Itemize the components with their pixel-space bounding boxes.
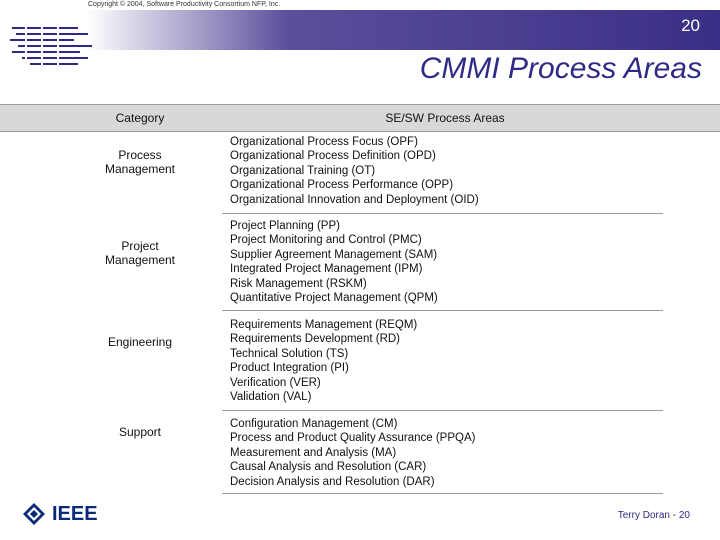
process-area-item: Configuration Management (CM)	[230, 418, 398, 430]
process-area-item: Quantitative Project Management (QPM)	[230, 292, 438, 305]
category-project-management: Project Management	[60, 239, 220, 267]
process-area-item: Project Planning (PP)	[230, 220, 340, 232]
ieee-logo-text: IEEE	[52, 502, 98, 525]
row-divider	[222, 493, 663, 494]
slide-number: 20	[681, 16, 700, 35]
process-area-item: Organizational Process Performance (OPP)	[230, 179, 454, 192]
title-banner	[0, 10, 720, 50]
table-header-row: Category SE/SW Process Areas	[0, 104, 720, 132]
footer-logo: IEEE	[22, 502, 98, 526]
copyright-notice: Copyright © 2004, Software Productivity …	[88, 1, 281, 8]
process-area-item: Decision Analysis and Resolution (DAR)	[230, 475, 435, 488]
process-area-item: Requirements Development (RD)	[230, 333, 401, 346]
process-area-item: Organizational Training (OT)	[230, 164, 376, 177]
process-area-item: Risk Management (RSKM)	[230, 277, 367, 290]
process-area-item: Organizational Innovation and Deployment…	[230, 193, 479, 206]
process-area-item: Measurement and Analysis (MA)	[230, 446, 397, 459]
category-line: Management	[104, 162, 176, 176]
page-title: CMMI Process Areas	[419, 52, 702, 85]
category-line: Management	[104, 253, 176, 267]
process-area-item: Organizational Process Definition (OPD)	[230, 150, 436, 163]
header-process-areas: SE/SW Process Areas	[385, 111, 505, 125]
logo-graphic	[8, 24, 98, 75]
process-area-item: Product Integration (PI)	[230, 362, 349, 375]
category-process-management: Process Management	[60, 148, 220, 176]
logo-stripes-icon	[10, 24, 92, 68]
process-areas-list: Configuration Management (CM) Process an…	[230, 417, 475, 489]
process-area-item: Organizational Process Focus (OPF)	[230, 136, 418, 148]
category-line: Process	[118, 148, 162, 162]
process-areas-list: Requirements Management (REQM) Requireme…	[230, 318, 417, 404]
process-area-item: Verification (VER)	[230, 376, 321, 389]
process-area-item: Integrated Project Management (IPM)	[230, 263, 423, 276]
process-areas-list: Organizational Process Focus (OPF) Organ…	[230, 135, 479, 207]
category-line: Engineering	[107, 335, 173, 349]
category-line: Project	[121, 239, 159, 253]
category-engineering: Engineering	[60, 335, 220, 349]
footer-credit: Terry Doran - 20	[617, 510, 690, 521]
process-area-item: Supplier Agreement Management (SAM)	[230, 248, 438, 261]
process-area-item: Process and Product Quality Assurance (P…	[230, 432, 476, 445]
process-area-item: Causal Analysis and Resolution (CAR)	[230, 461, 427, 474]
process-area-item: Validation (VAL)	[230, 391, 312, 404]
process-areas-list: Project Planning (PP) Project Monitoring…	[230, 219, 438, 305]
process-area-item: Project Monitoring and Control (PMC)	[230, 234, 422, 247]
header-category: Category	[115, 111, 165, 125]
row-divider	[222, 310, 663, 311]
process-area-item: Requirements Management (REQM)	[230, 319, 418, 331]
category-line: Support	[118, 425, 162, 439]
row-divider	[222, 213, 663, 214]
category-support: Support	[60, 425, 220, 439]
ieee-diamond-icon	[23, 503, 45, 525]
row-divider	[222, 410, 663, 411]
process-area-item: Technical Solution (TS)	[230, 347, 349, 360]
